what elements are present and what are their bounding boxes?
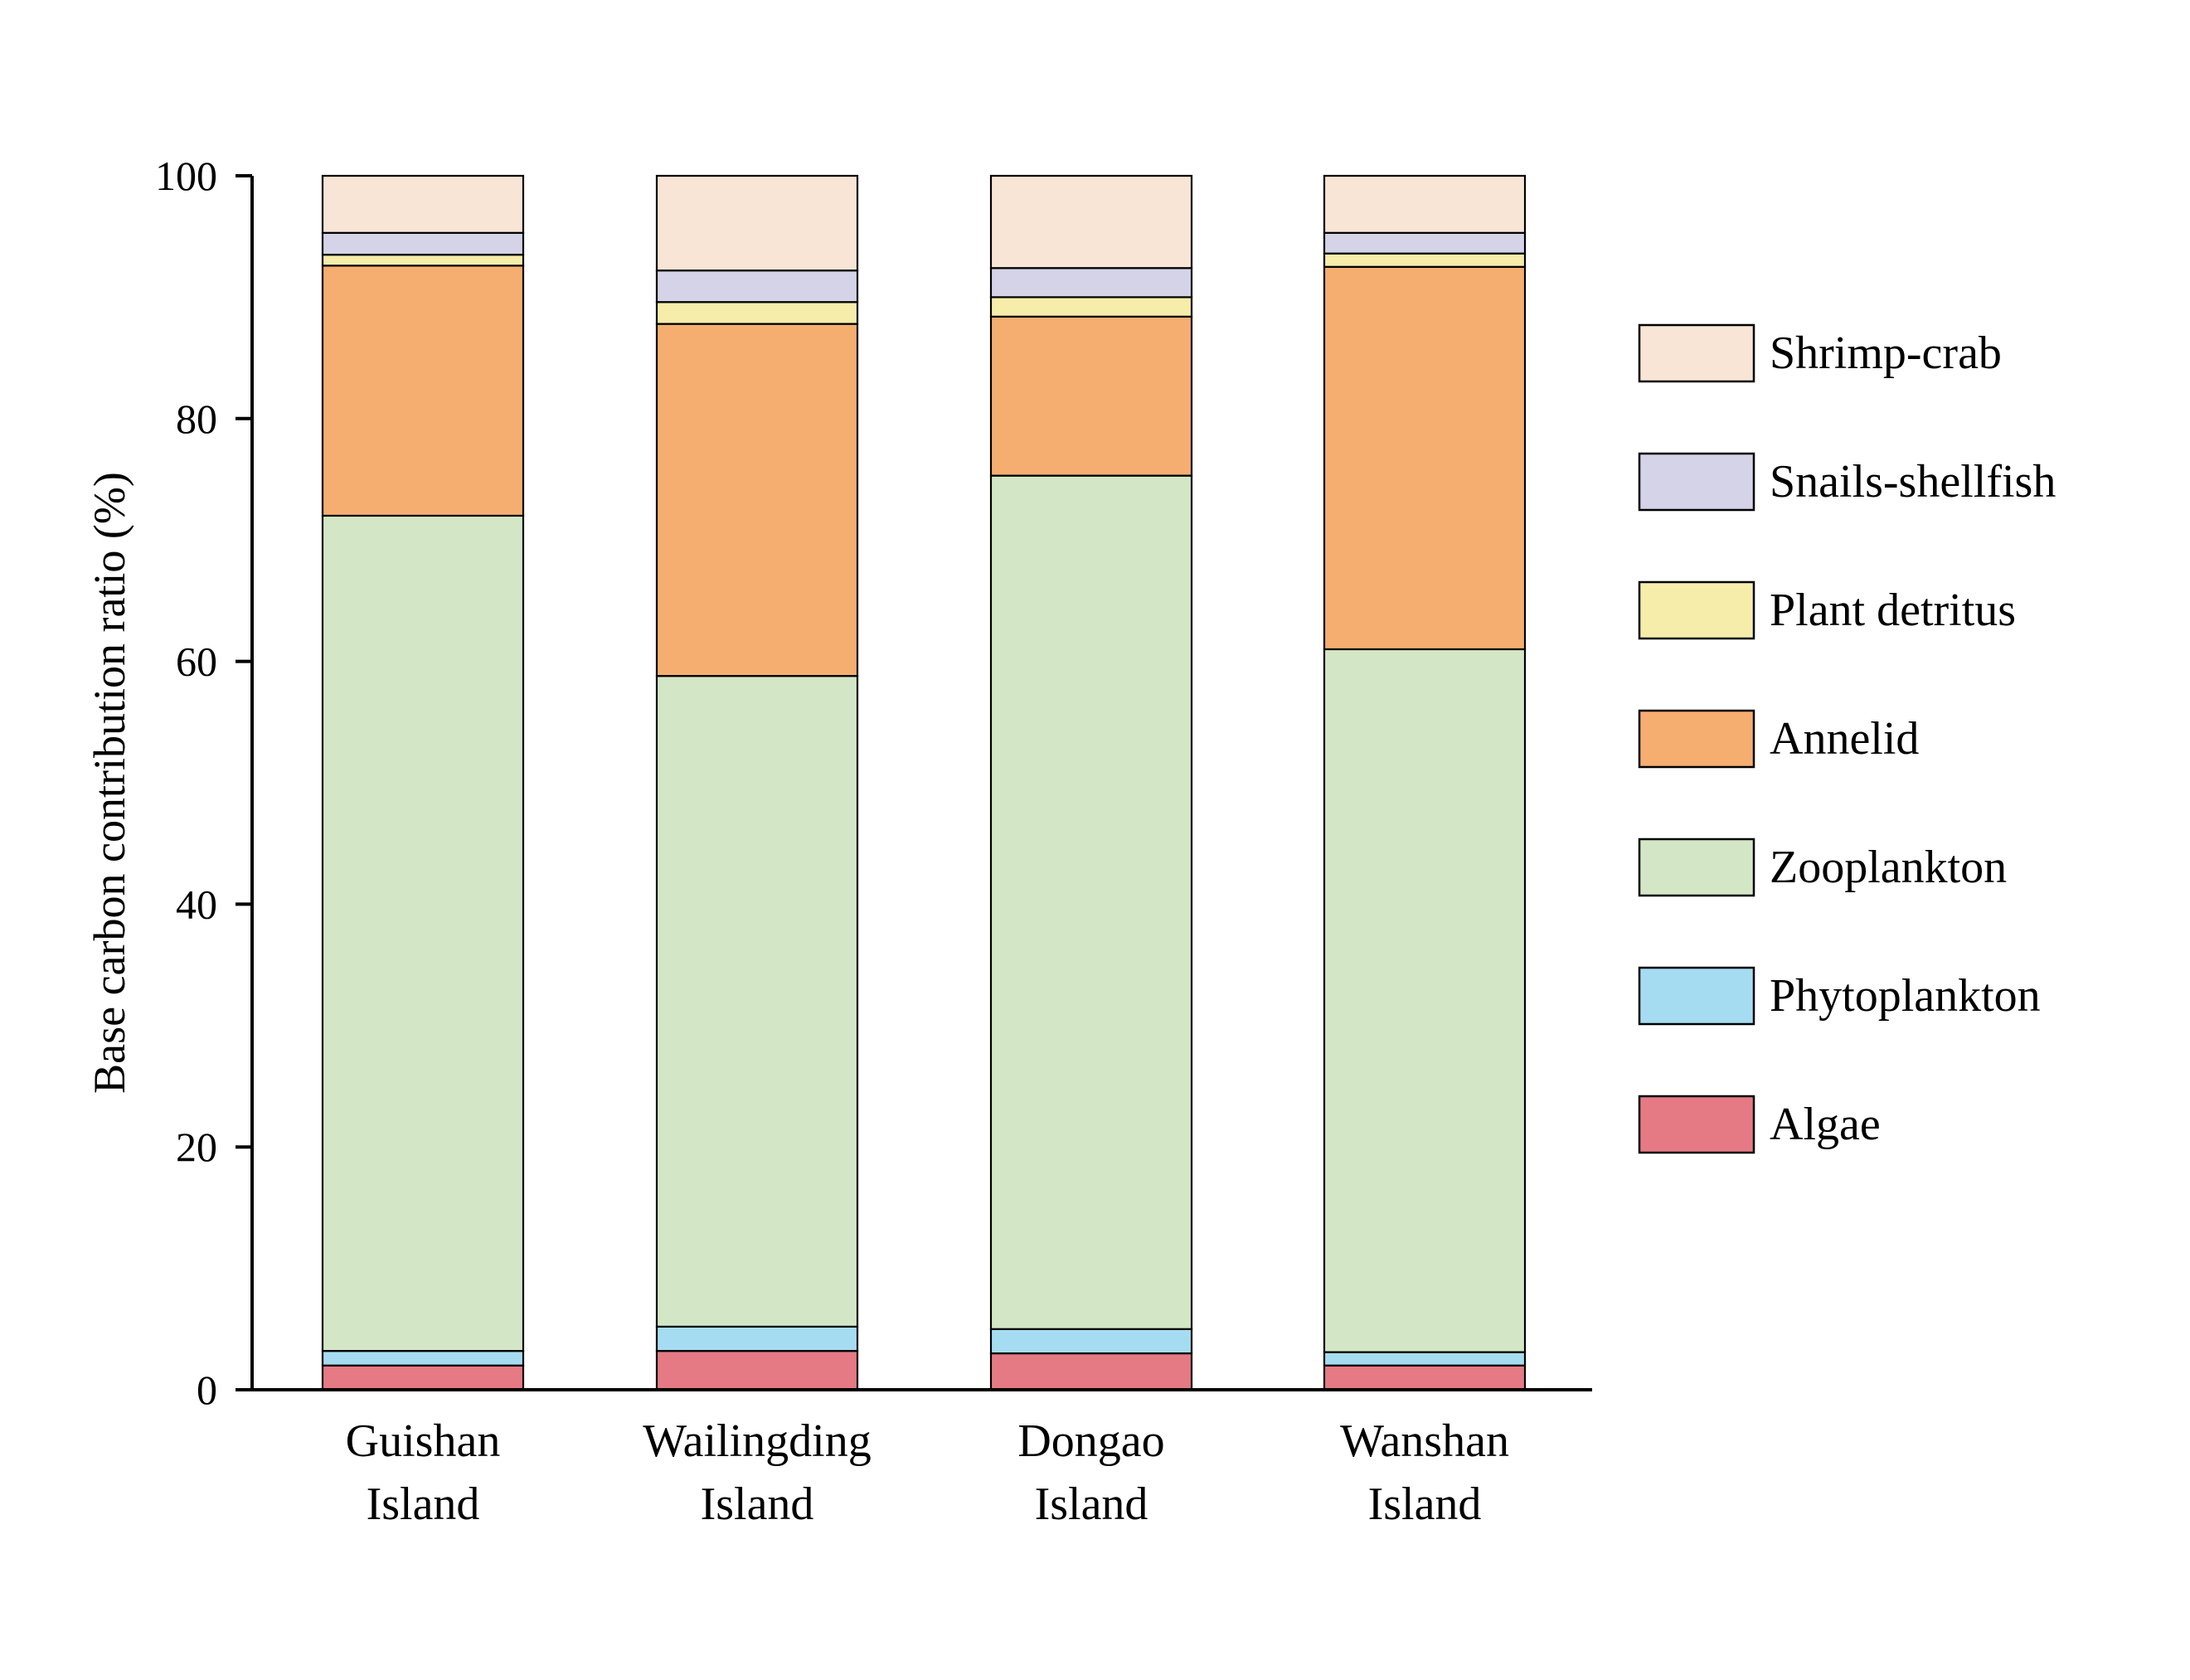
y-tick-label: 100	[155, 153, 217, 199]
bar-segment-algae-2	[989, 1352, 1193, 1391]
legend-swatch	[1638, 709, 1755, 769]
legend-label: Plant detritus	[1770, 585, 2016, 636]
bar-segment-shrimp-crab-2	[989, 174, 1193, 269]
bar-segment-phytoplankton-1	[655, 1325, 859, 1352]
x-tick-label: Wailingding Island	[643, 1415, 871, 1530]
bar-segment-shrimp-crab-0	[321, 174, 525, 234]
bar-segment-algae-3	[1323, 1364, 1527, 1391]
y-tick-label: 40	[176, 881, 217, 927]
legend-item: Phytoplankton	[1638, 966, 2041, 1026]
bar-segment-algae-0	[321, 1364, 525, 1391]
x-tick-label-line: Island	[701, 1478, 814, 1530]
legend-swatch	[1638, 580, 1755, 640]
legend-swatch	[1638, 838, 1755, 897]
y-ticks: 0 20 40 60 80 100	[155, 153, 252, 1413]
y-tick-label: 60	[176, 638, 217, 685]
x-tick-label: Wanshan Island	[1340, 1415, 1509, 1530]
x-tick-label: Dongao Island	[1017, 1415, 1164, 1530]
bar-segment-annelid-0	[321, 265, 525, 517]
legend-swatch	[1638, 323, 1755, 383]
bar-segment-algae-1	[655, 1350, 859, 1391]
legend-swatch	[1638, 966, 1755, 1026]
legend-label: Snails-shellfish	[1770, 456, 2056, 507]
bar-segment-shrimp-crab-3	[1323, 174, 1527, 234]
bar-segment-snails-shellfish-0	[321, 231, 525, 256]
y-axis-title: Base carbon contribution ratio (%)	[85, 472, 134, 1094]
bar-segment-annelid-1	[655, 323, 859, 677]
x-tick-label: Guishan Island	[346, 1415, 501, 1530]
bar-segment-zooplankton-1	[655, 675, 859, 1328]
bar-stack-2	[989, 174, 1193, 1391]
legend: Shrimp-crab Snails-shellfish Plant detritu…	[1638, 323, 2056, 1154]
bar-segment-zooplankton-3	[1323, 648, 1527, 1353]
x-labels: Guishan Island Wailingding Island Dongao Isla…	[346, 1415, 1509, 1530]
legend-label: Phytoplankton	[1770, 970, 2041, 1022]
axes-layer: 0 20 40 60 80 100 Guishan Island Wailingding Isl…	[85, 153, 1592, 1530]
bar-stack-0	[321, 174, 525, 1391]
bar-segment-plant-detritus-1	[655, 301, 859, 325]
bar-segment-snails-shellfish-1	[655, 269, 859, 303]
legend-item: Annelid	[1638, 709, 1919, 769]
y-tick-label: 80	[176, 396, 217, 442]
bar-stack-3	[1323, 174, 1527, 1391]
legend-label: Shrimp-crab	[1770, 328, 2002, 379]
bar-segment-phytoplankton-0	[321, 1350, 525, 1367]
legend-item: Snails-shellfish	[1638, 452, 2056, 512]
legend-item: Algae	[1638, 1095, 1881, 1154]
y-tick-label: 0	[197, 1367, 217, 1413]
bar-segment-plant-detritus-0	[321, 254, 525, 267]
x-tick-label-line: Island	[367, 1478, 480, 1530]
bars-layer	[321, 174, 1527, 1391]
bar-segment-plant-detritus-3	[1323, 252, 1527, 268]
legend-swatch	[1638, 1095, 1755, 1154]
bar-segment-snails-shellfish-2	[989, 267, 1193, 299]
x-tick-label-line: Island	[1368, 1478, 1482, 1530]
x-tick-label-line: Dongao	[1017, 1415, 1164, 1467]
legend-item: Plant detritus	[1638, 580, 2016, 640]
bar-segment-plant-detritus-2	[989, 296, 1193, 318]
bar-segment-shrimp-crab-1	[655, 174, 859, 272]
bar-stack-1	[655, 174, 859, 1391]
bar-segment-phytoplankton-3	[1323, 1351, 1527, 1367]
x-tick-label-line: Guishan	[346, 1415, 501, 1467]
legend-item: Zooplankton	[1638, 838, 2007, 897]
legend-label: Annelid	[1770, 713, 1919, 765]
bar-segment-phytoplankton-2	[989, 1328, 1193, 1355]
x-tick-label-line: Island	[1035, 1478, 1148, 1530]
bar-segment-annelid-3	[1323, 265, 1527, 651]
bar-segment-zooplankton-0	[321, 514, 525, 1352]
y-tick-label: 20	[176, 1124, 217, 1170]
x-tick-label-line: Wailingding	[643, 1415, 871, 1467]
bar-segment-snails-shellfish-3	[1323, 231, 1527, 255]
bar-segment-zooplankton-2	[989, 474, 1193, 1330]
x-tick-label-line: Wanshan	[1340, 1415, 1509, 1467]
legend-item: Shrimp-crab	[1638, 323, 2002, 383]
legend-label: Zooplankton	[1770, 842, 2007, 893]
legend-swatch	[1638, 452, 1755, 512]
legend-label: Algae	[1770, 1099, 1881, 1150]
bar-segment-annelid-2	[989, 315, 1193, 477]
